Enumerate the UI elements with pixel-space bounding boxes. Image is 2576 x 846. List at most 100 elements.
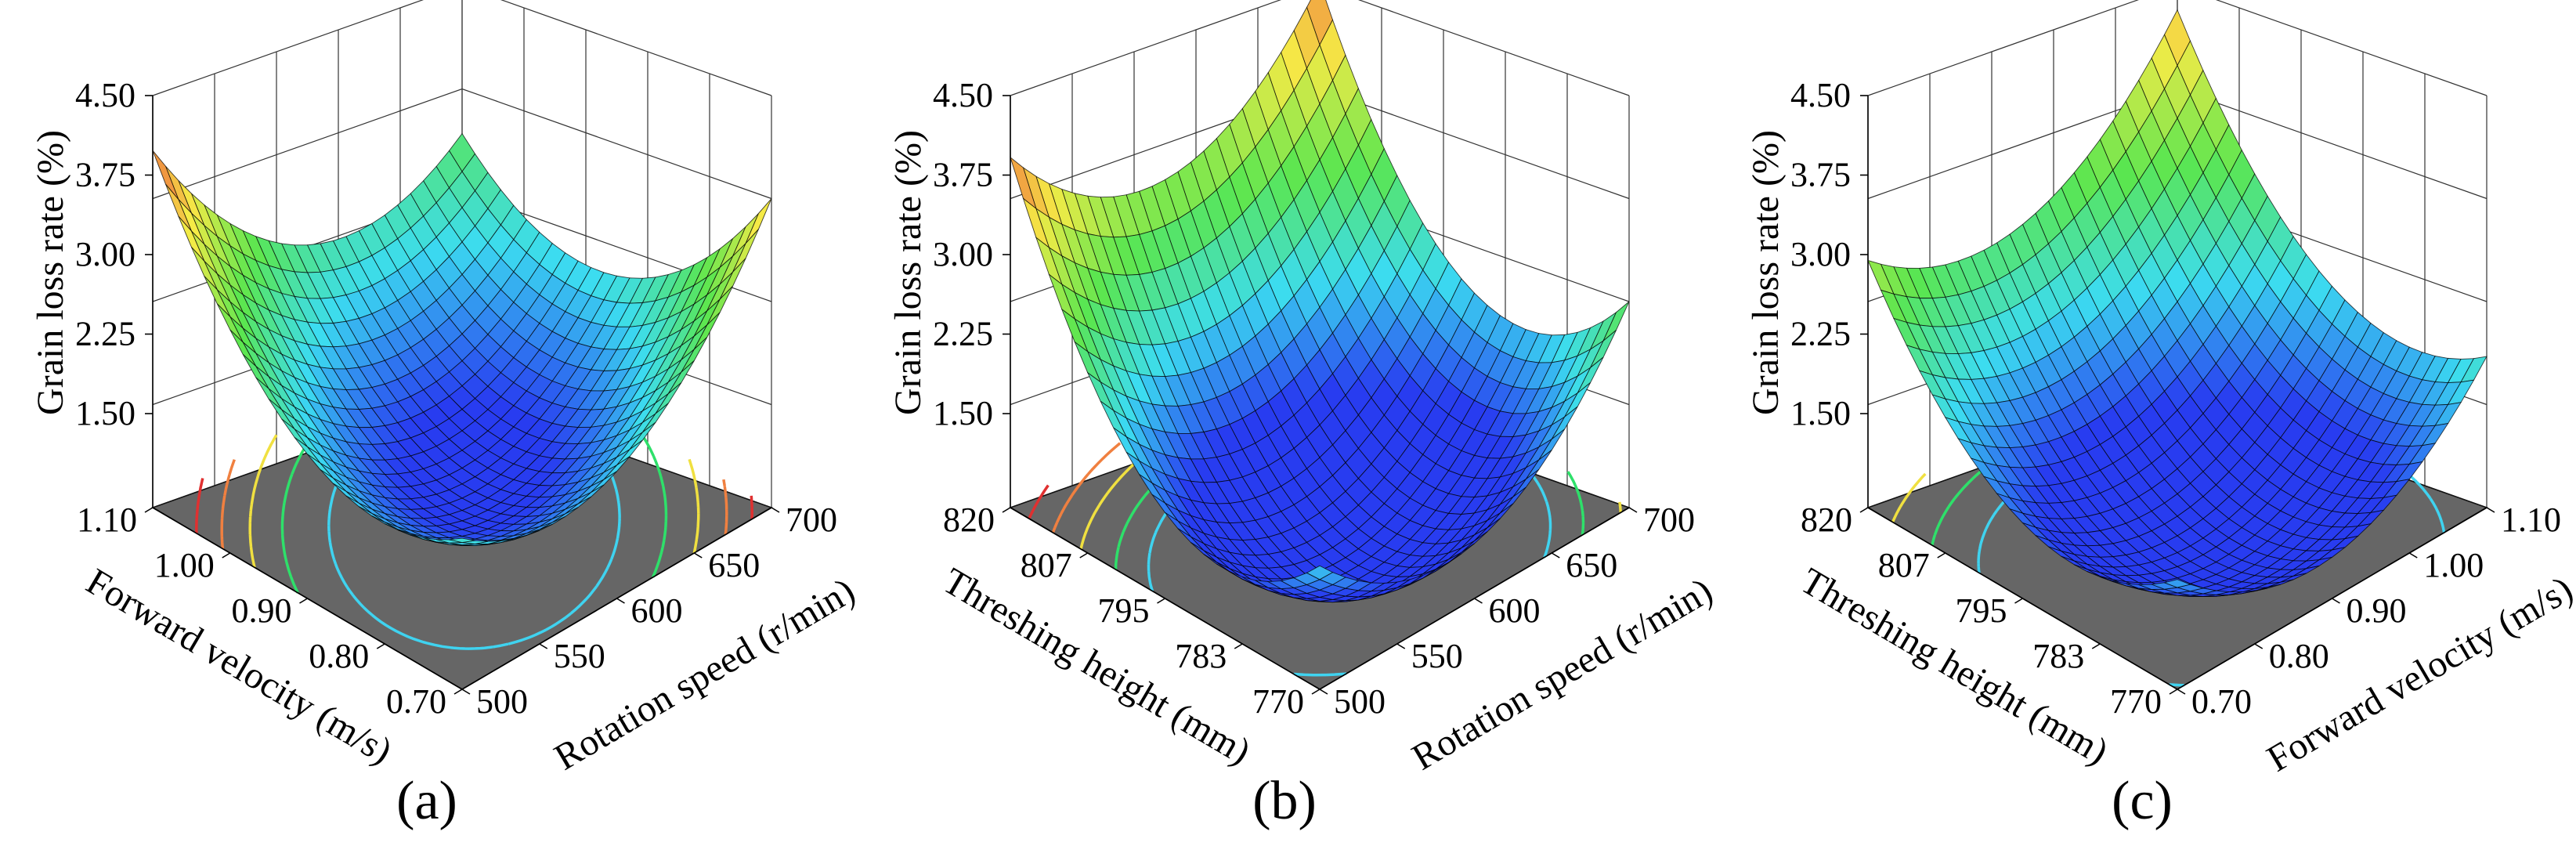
y-tick-label: 0.70 (2191, 682, 2252, 721)
x-tick (1937, 552, 1946, 559)
surface-patch (745, 198, 772, 244)
y-tick (616, 598, 625, 604)
z-tick-label: 1.50 (933, 394, 993, 432)
z-tick-label: 2.25 (933, 315, 993, 353)
z-axis-title: Grain loss rate (%) (30, 130, 71, 415)
y-tick-label: 600 (631, 591, 683, 630)
x-tick (1157, 598, 1165, 604)
z-tick-label: 2.25 (1790, 315, 1851, 353)
y-tick (1396, 643, 1406, 649)
z-tick-label: 1.50 (75, 394, 135, 432)
y-tick (2332, 598, 2340, 604)
x-tick-label: 783 (2032, 637, 2084, 675)
x-tick-label: 820 (943, 501, 995, 539)
y-tick-label: 600 (1489, 591, 1541, 630)
wall-grid-line (152, 0, 772, 96)
y-tick-label: 1.10 (2501, 501, 2561, 539)
x-tick (144, 507, 154, 513)
x-tick (1234, 643, 1243, 649)
x-tick-label: 1.00 (154, 546, 215, 584)
z-tick-label: 3.75 (75, 156, 135, 194)
z-tick-label: 4.50 (1790, 76, 1851, 114)
x-tick-label: 0.70 (386, 682, 446, 721)
z-axis-title: Grain loss rate (%) (887, 130, 929, 415)
x-tick-label: 807 (1021, 546, 1072, 584)
x-tick (453, 689, 463, 695)
x-tick-label: 795 (1956, 591, 2007, 630)
y-tick (2177, 689, 2186, 695)
surface-patch (2162, 579, 2192, 588)
y-tick (1628, 507, 1638, 513)
z-tick-label: 3.75 (933, 156, 993, 194)
x-tick-label: 795 (1098, 591, 1150, 630)
x-tick (1311, 689, 1321, 695)
panel-label: (b) (1252, 771, 1317, 831)
surface-patch (1306, 565, 1334, 580)
y-tick-label: 0.90 (2347, 591, 2407, 630)
x-tick (222, 552, 231, 559)
x-tick-label: 0.90 (232, 591, 292, 630)
z-tick-label: 4.50 (75, 76, 135, 114)
surface-patch (152, 150, 179, 200)
x-tick-label: 770 (2110, 682, 2162, 721)
z-tick-label: 2.25 (75, 315, 135, 353)
y-tick-label: 700 (1643, 501, 1695, 539)
y-tick-label: 700 (786, 501, 837, 539)
x-tick-label: 820 (1801, 501, 1852, 539)
z-tick-label: 3.00 (933, 235, 993, 273)
panel-label: (c) (2112, 771, 2173, 831)
x-tick-label: 1.10 (77, 501, 137, 539)
response-surface (1010, 0, 1630, 603)
z-tick-label: 3.00 (1790, 235, 1851, 273)
x-tick (2014, 598, 2023, 604)
x-tick (299, 598, 308, 604)
wall-grid-line (1010, 0, 1630, 96)
y-tick-label: 500 (476, 682, 528, 721)
response-surface (152, 132, 772, 546)
x-tick-label: 807 (1878, 546, 1930, 584)
wall-grid-line (152, 88, 772, 200)
y-tick-label: 550 (1411, 637, 1463, 675)
y-tick-label: 0.80 (2269, 637, 2329, 675)
y-tick (693, 552, 703, 559)
y-tick (539, 643, 548, 649)
y-tick-label: 650 (1566, 546, 1617, 584)
y-tick-label: 650 (708, 546, 760, 584)
y-tick-label: 500 (1334, 682, 1386, 721)
x-tick-label: 770 (1252, 682, 1304, 721)
x-tick-label: 0.80 (309, 637, 369, 675)
y-tick-label: 1.00 (2423, 546, 2484, 584)
z-tick-label: 3.00 (75, 235, 135, 273)
contour-level (195, 478, 753, 533)
contour-lines (195, 352, 753, 650)
z-tick-label: 1.50 (1790, 394, 1851, 432)
y-tick (2486, 507, 2495, 513)
response-surface (1867, 9, 2487, 597)
y-tick (461, 689, 471, 695)
x-tick (376, 643, 385, 649)
x-tick (2169, 689, 2178, 695)
z-tick-label: 3.75 (1790, 156, 1851, 194)
x-tick (1002, 507, 1011, 513)
y-tick (2408, 552, 2418, 559)
contour-level (220, 459, 728, 549)
y-tick (1551, 552, 1560, 559)
panel-label: (a) (396, 771, 457, 831)
wall-grid-line (1867, 0, 2487, 96)
z-axis-title: Grain loss rate (%) (1745, 130, 1787, 415)
z-tick-label: 4.50 (933, 76, 993, 114)
x-tick (2091, 643, 2101, 649)
y-tick (1474, 598, 1483, 604)
y-tick (2254, 643, 2263, 649)
x-tick (1859, 507, 1869, 513)
y-tick-label: 550 (554, 637, 605, 675)
y-tick (1319, 689, 1328, 695)
